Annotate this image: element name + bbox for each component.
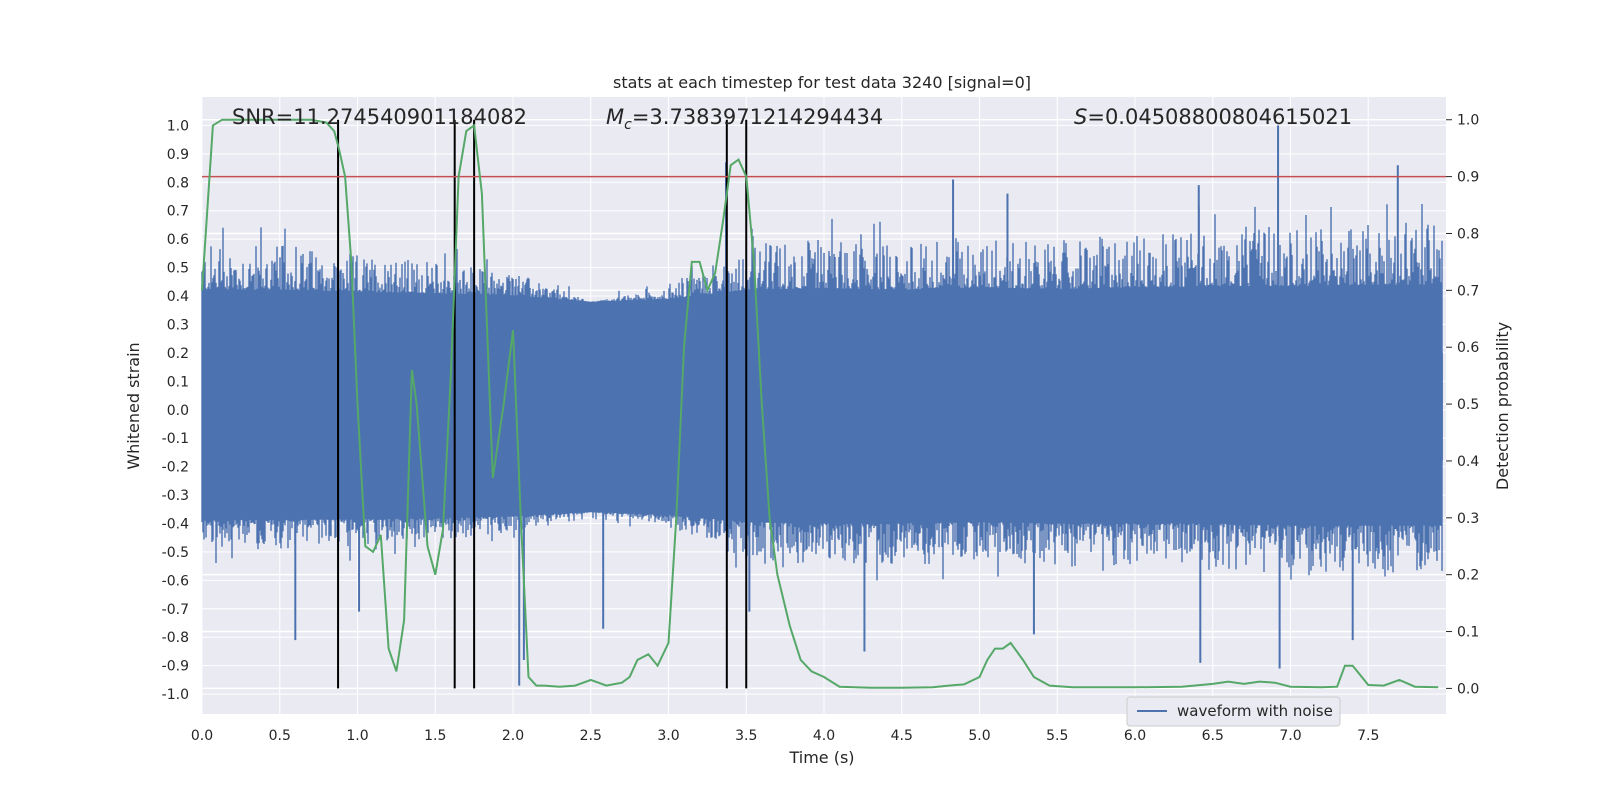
y2-tick-label: 0.3 xyxy=(1457,511,1479,527)
y-tick-label: -0.2 xyxy=(162,460,189,476)
y2-tick-label: 0.1 xyxy=(1457,625,1479,641)
waveform-core xyxy=(202,352,1443,461)
y-tick-label: -0.5 xyxy=(162,545,189,561)
y-tick-label: -0.3 xyxy=(162,488,189,504)
x-tick-label: 3.0 xyxy=(657,728,679,744)
y-tick-label: 1.0 xyxy=(167,118,189,134)
snr-annotation: SNR=11.274540901184082 xyxy=(232,105,527,129)
y2-tick-label: 0.9 xyxy=(1457,170,1479,186)
s-annotation: S=0.04508800804615021 xyxy=(1074,105,1352,129)
y-tick-label: -0.9 xyxy=(162,659,189,675)
legend-box xyxy=(1126,696,1341,727)
x-tick-label: 1.0 xyxy=(346,728,368,744)
y2-tick-label: 0.0 xyxy=(1457,681,1479,697)
x-tick-label: 1.5 xyxy=(424,728,446,744)
y-tick-label: 0.8 xyxy=(167,175,189,191)
y2-tick-label: 0.4 xyxy=(1457,454,1479,470)
y-tick-labels: 1.0 0.9 0.8 0.7 0.6 0.5 0.4 0.3 0.2 0.1 0.0 -0.1 -0.… xyxy=(162,118,189,703)
y-tick-label: -0.1 xyxy=(162,431,189,447)
legend: waveform with noise xyxy=(1126,696,1341,727)
x-tick-label: 4.5 xyxy=(891,728,913,744)
x-tick-label: 3.5 xyxy=(735,728,757,744)
x-axis-label: Time (s) xyxy=(788,748,854,767)
y-tick-label: -0.6 xyxy=(162,573,189,589)
x-tick-labels: 0.0 0.5 1.0 1.5 2.0 2.5 3.0 3.5 4.0 4.5 5.0 5.5 6.0 6… xyxy=(191,728,1380,744)
x-tick-label: 2.0 xyxy=(502,728,524,744)
x-tick-label: 7.5 xyxy=(1357,728,1379,744)
y-tick-label: -0.7 xyxy=(162,602,189,618)
x-tick-label: 0.0 xyxy=(191,728,213,744)
x-tick-label: 0.5 xyxy=(269,728,291,744)
x-tick-label: 7.0 xyxy=(1279,728,1301,744)
x-tick-label: 6.0 xyxy=(1124,728,1146,744)
y-tick-label: 0.0 xyxy=(167,403,189,419)
y2-tick-label: 0.8 xyxy=(1457,226,1479,242)
x-tick-label: 2.5 xyxy=(580,728,602,744)
y2-tick-labels: 0.0 0.1 0.2 0.3 0.4 0.5 0.6 0.7 0.8 0.9 1.0 xyxy=(1446,113,1479,697)
chart-title: stats at each timestep for test data 324… xyxy=(613,73,1031,92)
detection-probability-line xyxy=(201,118,1439,689)
x-tick-label: 6.5 xyxy=(1202,728,1224,744)
y-axis-label: Whitened strain xyxy=(124,342,143,469)
x-tick-label: 5.5 xyxy=(1046,728,1068,744)
y-tick-label: 0.3 xyxy=(167,317,189,333)
y-tick-label: 0.1 xyxy=(167,374,189,390)
chirp-mass-annotation: Mc=3.7383971214294434 xyxy=(606,105,883,133)
y-tick-label: -0.4 xyxy=(162,516,189,532)
y-tick-label: 0.9 xyxy=(167,147,189,163)
x-tick-label: 5.0 xyxy=(968,728,990,744)
y2-tick-label: 0.7 xyxy=(1457,283,1479,299)
y2-tick-label: 0.5 xyxy=(1457,397,1479,413)
legend-label: waveform with noise xyxy=(1177,702,1333,720)
y2-tick-label: 1.0 xyxy=(1457,113,1479,129)
y-tick-label: -1.0 xyxy=(162,687,189,703)
event-lines xyxy=(337,119,748,689)
y-tick-label: 0.4 xyxy=(167,289,189,305)
y-tick-label: 0.5 xyxy=(167,261,189,277)
y-tick-label: 0.7 xyxy=(167,204,189,220)
y-tick-label: 0.6 xyxy=(167,232,189,248)
y2-axis-label: Detection probability xyxy=(1493,322,1512,490)
y2-tick-label: 0.6 xyxy=(1457,340,1479,356)
y-tick-label: 0.2 xyxy=(167,346,189,362)
x-tick-label: 4.0 xyxy=(813,728,835,744)
y-tick-label: -0.8 xyxy=(162,630,189,646)
y2-tick-label: 0.2 xyxy=(1457,568,1479,584)
